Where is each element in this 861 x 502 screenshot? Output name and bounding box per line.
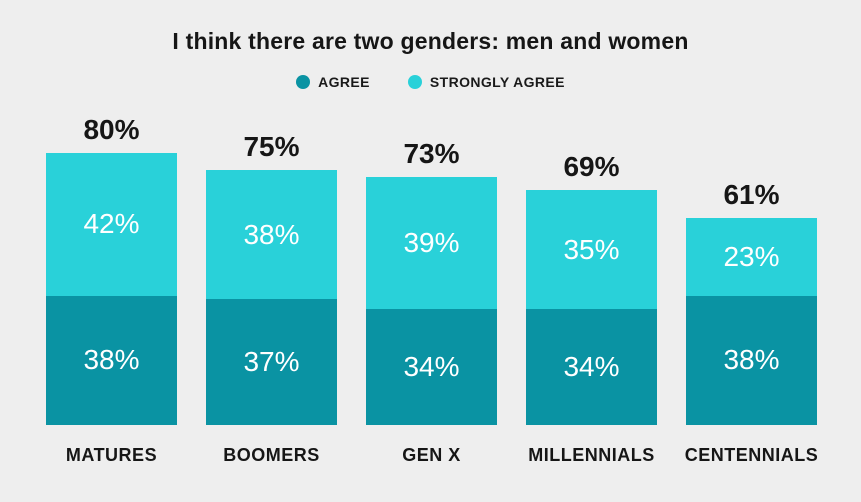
bar-segment-agree: 34% xyxy=(366,309,497,425)
category-label: MATURES xyxy=(65,445,158,465)
segment-value: 42% xyxy=(83,208,140,240)
bar-segment-strongly-agree: 35% xyxy=(526,190,657,310)
total-label: 61% xyxy=(723,178,780,210)
legend-item-strongly-agree: STRONGLY AGREE xyxy=(407,74,565,90)
segment-value: 35% xyxy=(563,233,620,265)
legend-dot-strongly-agree-icon xyxy=(407,75,422,89)
total-label: 80% xyxy=(83,114,140,145)
bar-segment-strongly-agree: 38% xyxy=(206,170,337,300)
chart-title: I think there are two genders: men and w… xyxy=(172,28,689,54)
category-label: BOOMERS xyxy=(223,445,320,465)
category-label: MILLENNIALS xyxy=(528,445,655,465)
segment-value: 38% xyxy=(723,344,780,376)
segment-value: 39% xyxy=(403,227,460,259)
legend-label-strongly-agree: STRONGLY AGREE xyxy=(429,74,565,90)
total-label: 69% xyxy=(563,151,620,183)
category-label: CENTENNIALS xyxy=(684,445,819,465)
bar-segment-agree: 37% xyxy=(206,299,337,425)
legend-label-agree: AGREE xyxy=(318,74,370,90)
segment-value: 37% xyxy=(243,346,300,378)
legend-dot-agree-icon xyxy=(296,75,311,89)
segment-value: 38% xyxy=(243,218,300,250)
category-label: GEN X xyxy=(402,445,461,465)
chart-legend: AGREE STRONGLY AGREE xyxy=(0,74,861,90)
bar-segment-agree: 38% xyxy=(46,295,177,425)
segment-value: 23% xyxy=(723,240,780,272)
total-label: 75% xyxy=(243,131,300,162)
bar-segment-strongly-agree: 42% xyxy=(46,153,177,296)
segment-value: 38% xyxy=(83,344,140,376)
bar-segment-strongly-agree: 39% xyxy=(366,176,497,310)
segment-value: 34% xyxy=(563,351,620,383)
bar-segment-strongly-agree: 23% xyxy=(686,217,817,296)
legend-item-agree: AGREE xyxy=(296,74,370,90)
bar-segment-agree: 34% xyxy=(526,309,657,425)
bar-segment-agree: 38% xyxy=(686,295,817,425)
segment-value: 34% xyxy=(403,351,460,383)
total-label: 73% xyxy=(403,137,460,169)
